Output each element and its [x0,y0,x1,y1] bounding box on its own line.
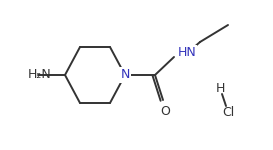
Text: O: O [160,105,170,118]
Text: Cl: Cl [222,105,234,118]
Text: HN: HN [178,45,197,58]
Text: H: H [215,81,225,94]
Text: N: N [120,69,130,81]
Text: H₂N: H₂N [28,69,52,81]
